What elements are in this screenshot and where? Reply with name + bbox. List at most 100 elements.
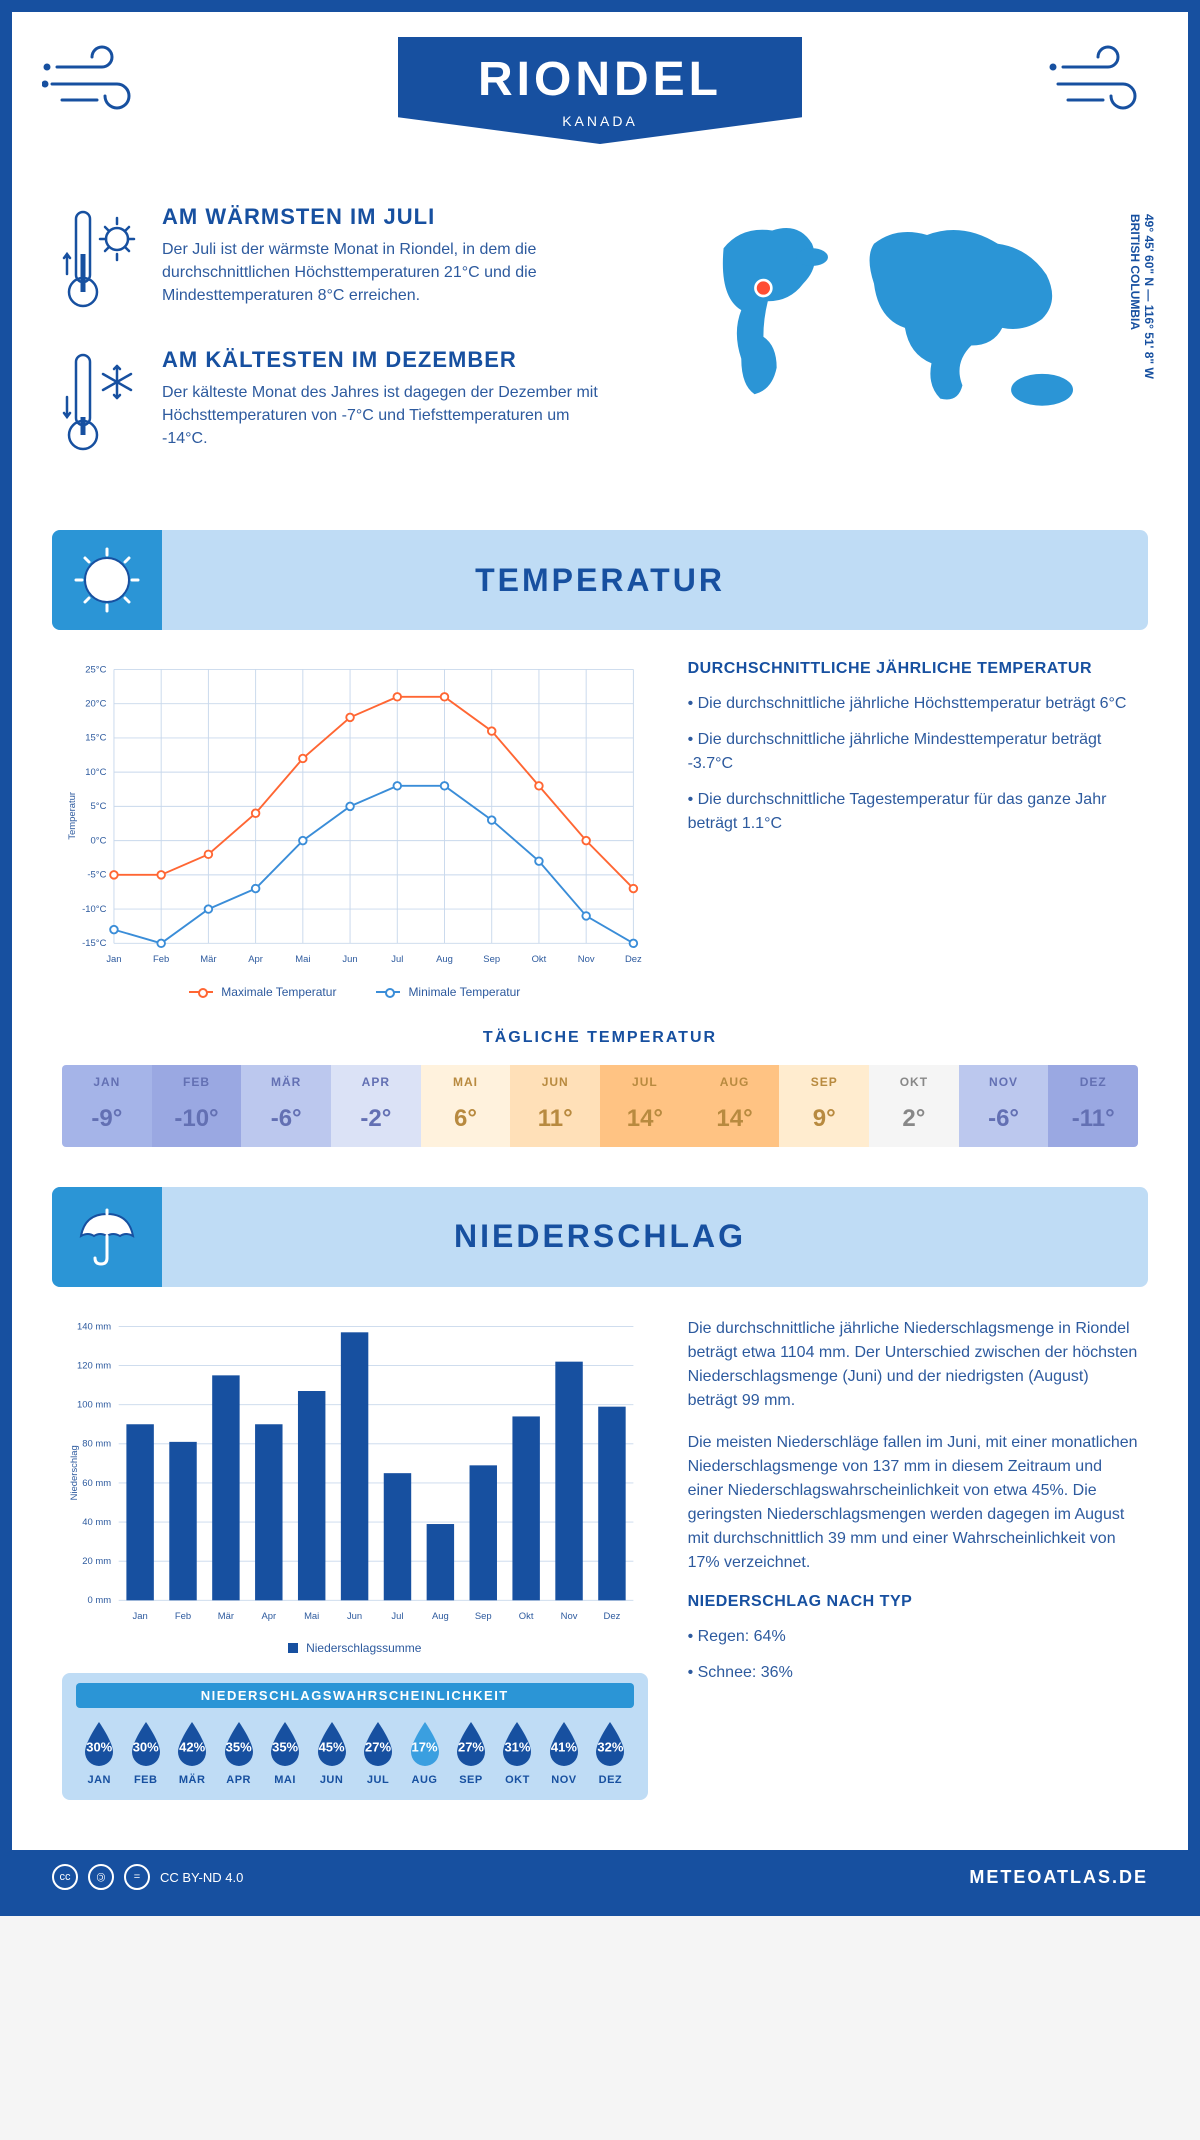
precipitation-section-header: NIEDERSCHLAG <box>52 1187 1148 1287</box>
svg-text:Apr: Apr <box>248 954 263 965</box>
probability-drop: 32%DEZ <box>587 1720 633 1786</box>
month-strip: JAN-9°FEB-10°MÄR-6°APR-2°MAI6°JUN11°JUL1… <box>62 1065 1138 1147</box>
svg-text:25°C: 25°C <box>85 664 106 675</box>
probability-drop: 35%MAI <box>262 1720 308 1786</box>
probability-drop: 30%JAN <box>76 1720 122 1786</box>
svg-text:40 mm: 40 mm <box>82 1517 111 1528</box>
svg-text:Okt: Okt <box>532 954 547 965</box>
svg-text:60 mm: 60 mm <box>82 1477 111 1488</box>
precip-type-item: Regen: 64% <box>688 1625 1138 1649</box>
probability-drop: 30%FEB <box>122 1720 168 1786</box>
svg-text:Temperatur: Temperatur <box>67 792 78 840</box>
wind-icon <box>1048 42 1158 127</box>
month-cell: FEB-10° <box>152 1065 242 1147</box>
svg-text:Mai: Mai <box>304 1611 319 1622</box>
world-map-icon <box>645 204 1138 434</box>
month-cell: JUN11° <box>510 1065 600 1147</box>
sun-icon <box>52 530 162 630</box>
wind-icon <box>42 42 152 127</box>
probability-drop: 45%JUN <box>308 1720 354 1786</box>
month-cell: MÄR-6° <box>241 1065 331 1147</box>
svg-text:Jun: Jun <box>347 1611 362 1622</box>
precip-prob-heading: NIEDERSCHLAGSWAHRSCHEINLICHKEIT <box>76 1683 634 1708</box>
svg-text:5°C: 5°C <box>91 801 107 812</box>
month-cell: SEP9° <box>779 1065 869 1147</box>
svg-text:Niederschlag: Niederschlag <box>69 1445 80 1500</box>
svg-text:Mai: Mai <box>295 954 310 965</box>
precip-type-item: Schnee: 36% <box>688 1661 1138 1685</box>
svg-text:20 mm: 20 mm <box>82 1556 111 1567</box>
month-cell: OKT2° <box>869 1065 959 1147</box>
daily-temp-heading: TÄGLICHE TEMPERATUR <box>62 1029 1138 1047</box>
svg-text:-15°C: -15°C <box>82 938 106 949</box>
precip-by-type-heading: NIEDERSCHLAG NACH TYP <box>688 1593 1138 1611</box>
temp-stats-list: Die durchschnittliche jährliche Höchstte… <box>688 692 1138 836</box>
svg-text:Jan: Jan <box>106 954 121 965</box>
svg-text:Nov: Nov <box>561 1611 578 1622</box>
precipitation-text: Die durchschnittliche jährliche Niedersc… <box>688 1317 1138 1801</box>
probability-drops: 30%JAN30%FEB42%MÄR35%APR35%MAI45%JUN27%J… <box>76 1720 634 1786</box>
intro-section: AM WÄRMSTEN IM JULI Der Juli ist der wär… <box>12 204 1188 520</box>
chart-legend: Niederschlagssumme <box>62 1641 648 1655</box>
svg-text:-10°C: -10°C <box>82 904 106 915</box>
svg-text:100 mm: 100 mm <box>77 1399 111 1410</box>
precip-paragraph-2: Die meisten Niederschläge fallen im Juni… <box>688 1431 1138 1575</box>
svg-text:Mär: Mär <box>218 1611 234 1622</box>
month-cell: MAI6° <box>421 1065 511 1147</box>
svg-text:Dez: Dez <box>625 954 642 965</box>
coordinates-label: 49° 45' 60" N — 116° 51' 8" WBRITISH COL… <box>1128 214 1156 379</box>
svg-text:Jan: Jan <box>133 1611 148 1622</box>
probability-drop: 17%AUG <box>401 1720 447 1786</box>
precipitation-probability: NIEDERSCHLAGSWAHRSCHEINLICHKEIT 30%JAN30… <box>62 1673 648 1800</box>
svg-text:0°C: 0°C <box>91 835 107 846</box>
probability-drop: 27%JUL <box>355 1720 401 1786</box>
temp-stat-item: Die durchschnittliche Tagestemperatur fü… <box>688 788 1138 836</box>
coldest-text: Der kälteste Monat des Jahres ist dagege… <box>162 381 605 451</box>
daily-temperature: TÄGLICHE TEMPERATUR JAN-9°FEB-10°MÄR-6°A… <box>12 1019 1188 1177</box>
svg-text:Dez: Dez <box>604 1611 621 1622</box>
svg-text:Okt: Okt <box>519 1611 534 1622</box>
svg-text:-5°C: -5°C <box>87 870 106 881</box>
svg-text:Sep: Sep <box>475 1611 492 1622</box>
svg-text:Feb: Feb <box>175 1611 191 1622</box>
location-marker-icon <box>755 280 771 296</box>
warmest-text: Der Juli ist der wärmste Monat in Rionde… <box>162 238 605 308</box>
svg-text:Feb: Feb <box>153 954 169 965</box>
month-cell: APR-2° <box>331 1065 421 1147</box>
svg-text:140 mm: 140 mm <box>77 1321 111 1332</box>
temperature-content: -15°C-10°C-5°C0°C5°C10°C15°C20°C25°CJanF… <box>12 640 1188 1019</box>
by-icon: 🄯 <box>88 1864 114 1890</box>
svg-text:15°C: 15°C <box>85 733 106 744</box>
brand-name: METEOATLAS.DE <box>969 1867 1148 1888</box>
footer: cc 🄯 = CC BY-ND 4.0 METEOATLAS.DE <box>12 1850 1188 1904</box>
coldest-block: AM KÄLTESTEN IM DEZEMBER Der kälteste Mo… <box>62 347 605 462</box>
title-banner: RIONDEL KANADA <box>398 37 802 144</box>
thermometer-hot-icon <box>62 204 142 319</box>
month-cell: JAN-9° <box>62 1065 152 1147</box>
month-cell: DEZ-11° <box>1048 1065 1138 1147</box>
precip-by-type-list: Regen: 64% Schnee: 36% <box>688 1625 1138 1685</box>
thermometer-cold-icon <box>62 347 142 462</box>
probability-drop: 27%SEP <box>448 1720 494 1786</box>
svg-text:Jul: Jul <box>391 954 403 965</box>
header: RIONDEL KANADA <box>12 12 1188 204</box>
probability-drop: 41%NOV <box>541 1720 587 1786</box>
temperature-stats: DURCHSCHNITTLICHE JÄHRLICHE TEMPERATUR D… <box>688 660 1138 999</box>
world-map-column: 49° 45' 60" N — 116° 51' 8" WBRITISH COL… <box>645 204 1138 490</box>
month-cell: AUG14° <box>690 1065 780 1147</box>
svg-text:120 mm: 120 mm <box>77 1360 111 1371</box>
svg-text:Apr: Apr <box>261 1611 276 1622</box>
svg-text:Jun: Jun <box>342 954 357 965</box>
precip-paragraph-1: Die durchschnittliche jährliche Niedersc… <box>688 1317 1138 1413</box>
precipitation-content: 0 mm20 mm40 mm60 mm80 mm100 mm120 mm140 … <box>12 1297 1188 1821</box>
chart-legend: Maximale Temperatur Minimale Temperatur <box>62 985 648 999</box>
svg-text:Nov: Nov <box>578 954 595 965</box>
coldest-heading: AM KÄLTESTEN IM DEZEMBER <box>162 347 605 373</box>
svg-text:20°C: 20°C <box>85 699 106 710</box>
cc-icon: cc <box>52 1864 78 1890</box>
license-text: CC BY-ND 4.0 <box>160 1870 243 1885</box>
country-subtitle: KANADA <box>478 113 722 129</box>
umbrella-icon <box>52 1187 162 1287</box>
temperature-title: TEMPERATUR <box>475 562 725 599</box>
svg-text:0 mm: 0 mm <box>88 1595 112 1606</box>
